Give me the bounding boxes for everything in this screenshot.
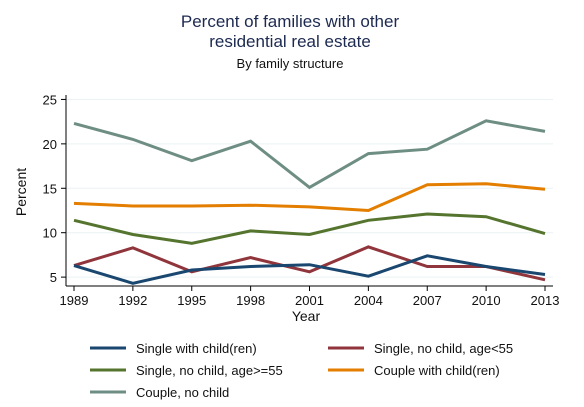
y-tick-label: 20 xyxy=(43,137,57,152)
x-axis-label: Year xyxy=(292,308,321,324)
x-tick-label: 2004 xyxy=(354,293,383,308)
legend: Single with child(ren) Single, no child, … xyxy=(90,341,513,400)
chart-title-line-1: Percent of families with other xyxy=(181,12,400,31)
series-line-single-no-child-age-55 xyxy=(73,245,546,282)
y-tick-label: 25 xyxy=(43,92,57,107)
series-lines xyxy=(73,119,546,285)
y-axis: 5 10 15 20 25 xyxy=(43,92,67,286)
legend-label: Couple, no child xyxy=(136,385,229,400)
x-tick-label: 2010 xyxy=(472,293,501,308)
x-tick-label: 1992 xyxy=(118,293,147,308)
x-tick-label: 1989 xyxy=(60,293,89,308)
legend-label: Single, no child, age<55 xyxy=(374,341,513,356)
x-tick-label: 1995 xyxy=(177,293,206,308)
y-tick-label: 10 xyxy=(43,226,57,241)
y-tick-label: 15 xyxy=(43,181,57,196)
chart-subtitle: By family structure xyxy=(237,56,344,71)
y-axis-label: Percent xyxy=(13,168,29,216)
x-axis: 1989 1992 1995 1998 2001 2004 2007 2010 2013 xyxy=(60,285,560,308)
legend-label: Couple with child(ren) xyxy=(374,363,500,378)
legend-label: Single, no child, age>=55 xyxy=(136,363,283,378)
series-line-single-no-child-age-55 xyxy=(73,212,546,245)
x-tick-label: 2001 xyxy=(295,293,324,308)
x-tick-label: 2007 xyxy=(413,293,442,308)
y-tick-label: 5 xyxy=(50,270,57,285)
series-line-single-with-child-ren xyxy=(73,254,546,285)
series-line-couple-no-child xyxy=(73,119,546,190)
chart-title-line-2: residential real estate xyxy=(209,32,371,51)
x-tick-label: 1998 xyxy=(236,293,265,308)
series-line-couple-with-child-ren xyxy=(73,182,546,213)
legend-label: Single with child(ren) xyxy=(136,341,257,356)
x-tick-label: 2013 xyxy=(531,293,560,308)
